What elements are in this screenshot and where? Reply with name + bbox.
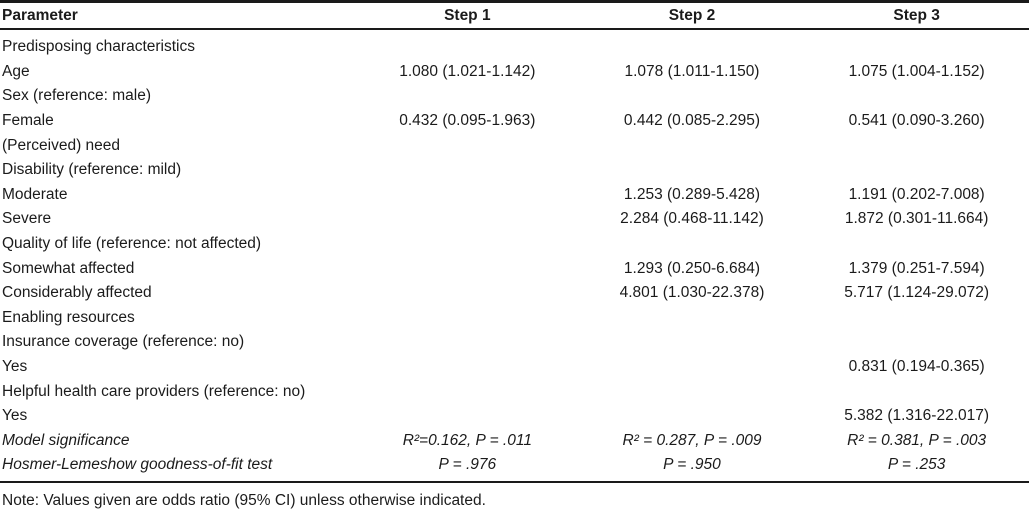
row-label: Yes [2, 358, 28, 376]
cell-step2: P = .950 [663, 456, 721, 474]
cell-step1: 1.080 (1.021-1.142) [399, 62, 536, 80]
table-row: (Perceived) need [0, 133, 1029, 158]
cell-step3: 0.541 (0.090-3.260) [848, 112, 985, 130]
cell-step3: 0.831 (0.194-0.365) [848, 358, 985, 376]
table-row: Quality of life (reference: not affected… [0, 232, 1029, 257]
header-step3: Step 3 [893, 6, 940, 24]
row-label: Yes [2, 407, 28, 425]
row-label: Quality of life (reference: not affected… [2, 235, 262, 253]
table-row: Hosmer-Lemeshow goodness-of-fit test P = … [0, 453, 1029, 478]
table-row: Model significance R²=0.162, P = .011 R² =… [0, 429, 1029, 454]
cell-step1: R²=0.162, P = .011 [402, 431, 532, 449]
row-label: Hosmer-Lemeshow goodness-of-fit test [2, 456, 273, 474]
cell-step2: 2.284 (0.468-11.142) [620, 210, 764, 228]
cell-step2: 1.253 (0.289-5.428) [623, 185, 761, 203]
cell-step3: 5.382 (1.316-22.017) [844, 407, 990, 425]
row-label: Enabling resources [2, 308, 135, 326]
cell-step1: 0.432 (0.095-1.963) [399, 112, 536, 130]
row-label: Disability (reference: mild) [2, 161, 182, 179]
row-label: Sex (reference: male) [2, 87, 152, 105]
table-body: Predisposing characteristics Age 1.080 (1.… [0, 30, 1029, 483]
table-row: Female 0.432 (0.095-1.963) 0.442 (0.085-2.… [0, 109, 1029, 134]
table-note: Note: Values given are odds ratio (95% C… [2, 491, 486, 509]
row-label: Severe [2, 210, 52, 228]
cell-step3: 1.379 (0.251-7.594) [848, 259, 985, 277]
cell-step3: 1.075 (1.004-1.152) [848, 62, 985, 80]
cell-step3: R² = 0.381, P = .003 [847, 431, 987, 449]
table-row: Moderate 1.253 (0.289-5.428) 1.191 (0.202-… [0, 183, 1029, 208]
cell-step2: 1.293 (0.250-6.684) [623, 259, 761, 277]
table-row: Disability (reference: mild) [0, 158, 1029, 183]
table-row: Helpful health care providers (reference… [0, 379, 1029, 404]
table-row: Predisposing characteristics [0, 35, 1029, 60]
table-row: Age 1.080 (1.021-1.142) 1.078 (1.011-1.150… [0, 60, 1029, 85]
cell-step3: 1.191 (0.202-7.008) [848, 185, 985, 203]
table-row: Yes 0.831 (0.194-0.365) [0, 355, 1029, 380]
header-step1: Step 1 [444, 6, 491, 24]
header-step2: Step 2 [668, 6, 716, 24]
table-row: Yes 5.382 (1.316-22.017) [0, 404, 1029, 429]
cell-step2: 0.442 (0.085-2.295) [623, 112, 761, 130]
row-label: Helpful health care providers (reference… [2, 382, 306, 400]
row-label: Predisposing characteristics [2, 38, 195, 56]
table-row: Somewhat affected 1.293 (0.250-6.684) 1.37… [0, 256, 1029, 281]
row-label: Considerably affected [2, 284, 152, 302]
table-row: Enabling resources [0, 306, 1029, 331]
row-label: Somewhat affected [2, 259, 135, 277]
row-label: Model significance [2, 431, 130, 449]
row-label: Age [2, 62, 30, 80]
row-label: Insurance coverage (reference: no) [2, 333, 245, 351]
cell-step2: 4.801 (1.030-22.378) [619, 284, 765, 302]
cell-step2: 1.078 (1.011-1.150) [624, 62, 760, 80]
cell-step2: R² = 0.287, P = .009 [622, 431, 762, 449]
cell-step1: P = .976 [438, 456, 497, 474]
table-row: Sex (reference: male) [0, 84, 1029, 109]
row-label: Female [2, 112, 54, 130]
cell-step3: 5.717 (1.124-29.072) [844, 284, 990, 302]
row-label: (Perceived) need [2, 136, 121, 154]
cell-step3: P = .253 [887, 456, 946, 474]
table-row: Severe 2.284 (0.468-11.142) 1.872 (0.301-1… [0, 207, 1029, 232]
table-row: Considerably affected 4.801 (1.030-22.378… [0, 281, 1029, 306]
cell-step3: 1.872 (0.301-11.664) [844, 210, 989, 228]
row-label: Moderate [2, 185, 68, 203]
table-header-row: Parameter Step 1 Step 2 Step 3 [0, 0, 1029, 30]
table-row: Insurance coverage (reference: no) [0, 330, 1029, 355]
header-parameter: Parameter [2, 6, 78, 24]
